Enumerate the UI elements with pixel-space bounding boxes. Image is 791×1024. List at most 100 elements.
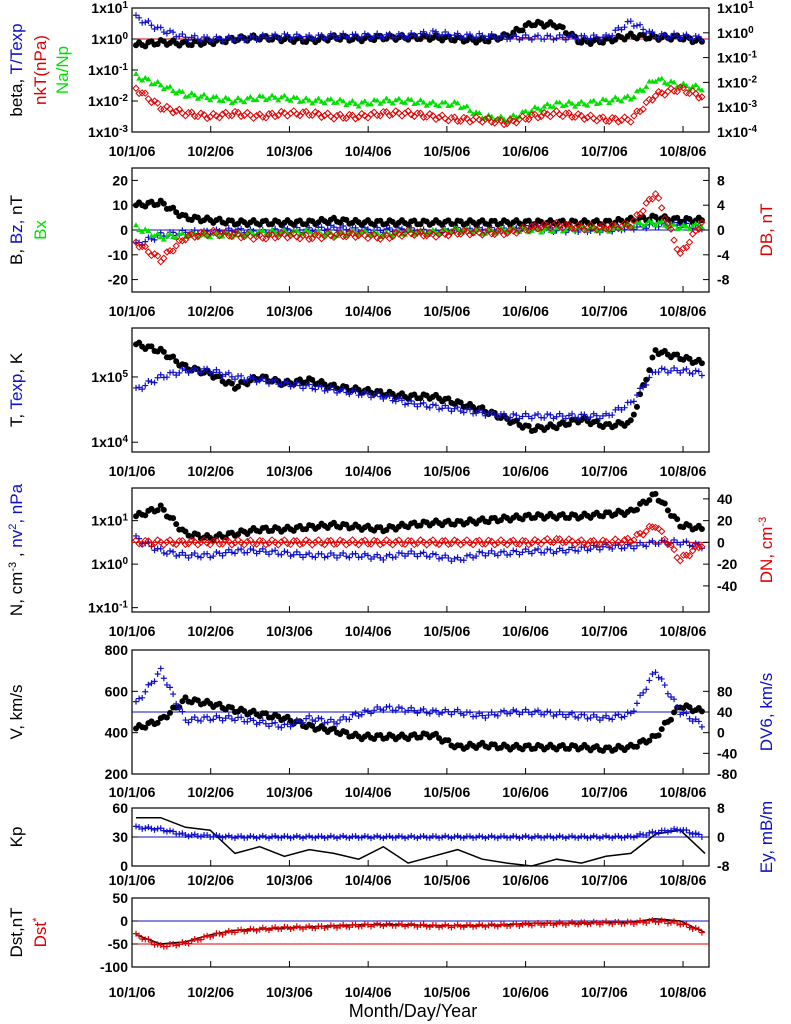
data-point: [157, 825, 164, 832]
data-point: [312, 97, 319, 103]
data-point: [346, 554, 353, 561]
data-point: [228, 380, 235, 387]
data-point: [473, 713, 480, 720]
data-point: [528, 922, 535, 929]
data-point: [145, 76, 152, 82]
data-point: [278, 724, 285, 731]
data-point: [361, 832, 368, 839]
data-point: [553, 425, 560, 432]
data-point: [306, 712, 313, 719]
data-point: [203, 539, 211, 547]
data-point: [640, 223, 647, 229]
data-point: [661, 500, 668, 507]
y-tick-label: 60: [112, 800, 128, 816]
data-point: [163, 714, 170, 721]
data-point: [661, 222, 668, 228]
data-point: [596, 921, 603, 928]
data-point: [553, 921, 560, 928]
data-point: [479, 922, 486, 929]
data-point: [689, 925, 696, 932]
data-point: [565, 920, 572, 927]
data-point: [392, 537, 400, 546]
data-point: [197, 369, 204, 376]
data-point: [194, 95, 201, 101]
data-point: [581, 32, 588, 39]
data-point: [432, 539, 440, 548]
data-point: [568, 224, 576, 233]
data-point: [420, 549, 427, 556]
data-point: [572, 103, 579, 109]
y-tick-label: 600: [105, 683, 129, 699]
data-point: [191, 92, 198, 98]
data-point: [392, 398, 399, 405]
data-point: [460, 834, 467, 841]
data-point: [417, 97, 424, 103]
data-point: [544, 411, 551, 418]
data-point: [556, 708, 563, 715]
data-point: [676, 249, 684, 258]
data-point: [426, 100, 433, 106]
y-tick-label: 10: [112, 197, 128, 213]
x-tick-label: 10/2/06: [187, 872, 234, 888]
data-point: [593, 540, 601, 548]
data-point: [627, 833, 634, 840]
data-point: [476, 921, 483, 928]
data-point: [148, 379, 155, 386]
data-point: [401, 109, 409, 117]
data-point: [615, 918, 622, 925]
data-point: [204, 932, 211, 939]
data-point: [163, 102, 171, 111]
data-point: [688, 230, 697, 238]
data-point: [671, 536, 678, 543]
data-point: [541, 711, 548, 718]
data-point: [667, 225, 675, 233]
data-point: [157, 24, 164, 31]
data-point: [553, 711, 560, 718]
data-point: [265, 95, 272, 101]
data-point: [188, 366, 195, 373]
data-point: [392, 922, 399, 929]
data-point: [411, 707, 418, 714]
data-point: [633, 919, 640, 926]
y2-tick-label: -4: [717, 247, 730, 263]
data-point: [371, 707, 378, 714]
data-point: [569, 224, 576, 230]
data-point: [299, 385, 306, 392]
data-point: [664, 690, 671, 697]
data-point: [358, 99, 365, 105]
data-point: [386, 98, 393, 104]
data-point: [306, 97, 313, 103]
data-point: [621, 834, 628, 841]
data-point: [274, 233, 282, 241]
series-black: [133, 694, 705, 754]
data-point: [544, 546, 551, 553]
data-point: [451, 405, 458, 412]
data-point: [454, 921, 461, 928]
data-point: [451, 555, 458, 562]
data-point: [637, 831, 644, 838]
data-point: [364, 226, 371, 233]
series-black: [133, 490, 705, 543]
data-point: [176, 33, 183, 40]
data-point: [654, 194, 663, 202]
data-point: [222, 715, 229, 722]
data-point: [596, 540, 604, 548]
data-point: [265, 380, 272, 387]
data-point: [436, 835, 443, 842]
data-point: [358, 711, 365, 718]
data-point: [535, 410, 542, 417]
data-point: [432, 402, 439, 409]
data-point: [547, 33, 554, 40]
data-point: [575, 548, 582, 555]
data-point: [334, 924, 341, 931]
data-point: [278, 34, 285, 41]
y-axis-label-secondary: Na/Np: [53, 46, 72, 94]
data-point: [441, 114, 449, 123]
data-point: [612, 27, 619, 34]
data-point: [414, 710, 421, 717]
data-point: [374, 551, 381, 558]
data-point: [312, 554, 319, 561]
data-point: [513, 412, 520, 419]
data-point: [367, 231, 375, 240]
data-point: [252, 232, 261, 241]
